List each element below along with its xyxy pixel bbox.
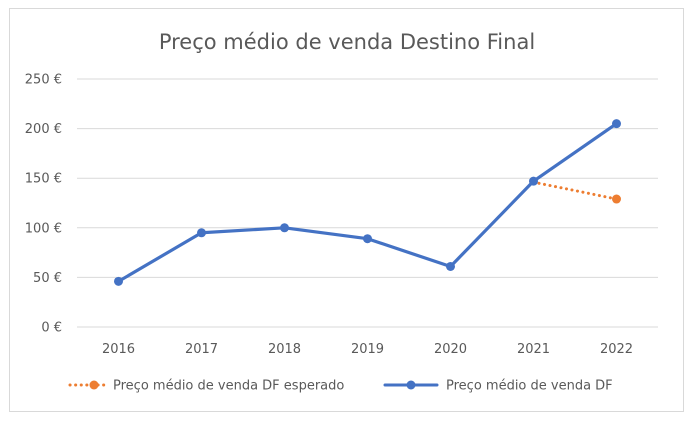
data-point bbox=[114, 276, 123, 286]
series-line bbox=[532, 180, 618, 201]
y-axis-ticks: 0 € 50 € 100 € 150 € 200 € 250 € bbox=[25, 73, 62, 336]
legend-item: Preço médio de venda DF esperado bbox=[68, 379, 344, 394]
y-tick-label: 50 € bbox=[33, 271, 62, 286]
chart-title: Preço médio de venda Destino Final bbox=[159, 30, 535, 54]
y-tick-label: 0 € bbox=[41, 321, 62, 336]
data-point bbox=[446, 261, 455, 271]
chart-frame bbox=[9, 8, 684, 412]
y-tick-label: 100 € bbox=[25, 221, 62, 236]
data-point bbox=[280, 223, 289, 233]
data-point bbox=[197, 228, 206, 238]
x-tick-label: 2018 bbox=[268, 342, 301, 357]
legend-item: Preço médio de venda DF bbox=[383, 379, 613, 394]
data-point bbox=[612, 194, 621, 204]
gridlines bbox=[77, 78, 658, 328]
y-tick-label: 250 € bbox=[25, 73, 62, 88]
data-point bbox=[363, 234, 372, 244]
x-tick-label: 2020 bbox=[434, 342, 467, 357]
legend-marker bbox=[89, 380, 99, 390]
series-1 bbox=[532, 180, 621, 204]
legend: Preço médio de venda DF esperado Preço mé… bbox=[68, 379, 613, 394]
x-tick-label: 2022 bbox=[600, 342, 633, 357]
data-point bbox=[529, 176, 538, 186]
x-axis-ticks: 2016 2017 2018 2019 2020 2021 2022 bbox=[102, 342, 633, 357]
series-line bbox=[116, 122, 619, 283]
x-tick-label: 2016 bbox=[102, 342, 135, 357]
legend-marker bbox=[406, 380, 416, 390]
x-tick-label: 2019 bbox=[351, 342, 384, 357]
y-tick-label: 150 € bbox=[25, 172, 62, 187]
x-tick-label: 2017 bbox=[185, 342, 218, 357]
legend-label: Preço médio de venda DF bbox=[446, 379, 613, 394]
x-tick-label: 2021 bbox=[517, 342, 550, 357]
series-2 bbox=[114, 119, 621, 286]
y-tick-label: 200 € bbox=[25, 122, 62, 137]
series-layer bbox=[114, 119, 621, 286]
legend-label: Preço médio de venda DF esperado bbox=[113, 379, 344, 394]
data-point bbox=[612, 119, 621, 129]
